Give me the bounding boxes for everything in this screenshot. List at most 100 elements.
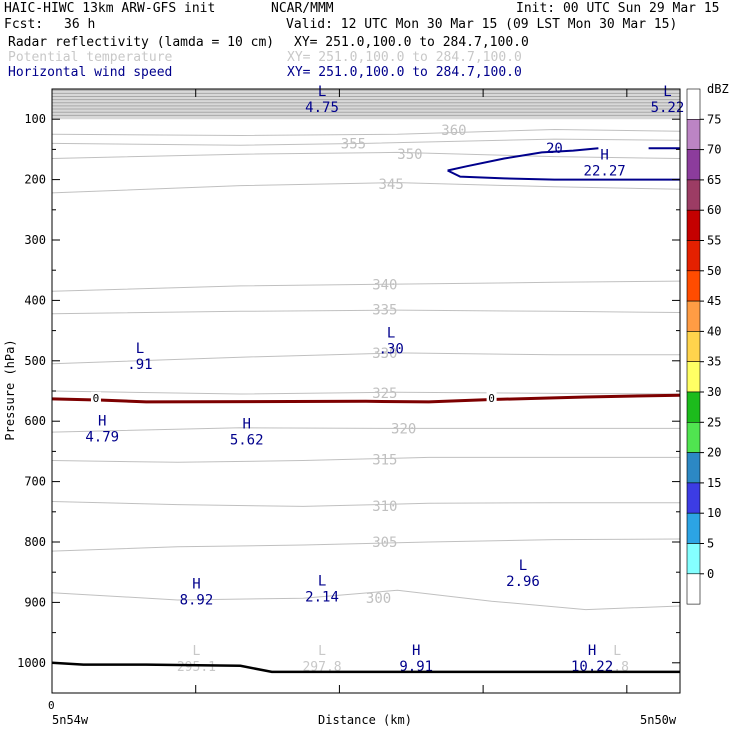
upper-isentrope-band	[52, 89, 680, 120]
colorbar-swatch	[686, 573, 701, 605]
field-xy-theta: XY= 251.0,100.0 to 284.7,100.0	[287, 50, 522, 65]
contour-label-bg	[486, 391, 497, 404]
theta-contour-310	[51, 501, 680, 507]
theta-contour-305	[51, 538, 681, 552]
wind-extremum-marker: L	[318, 84, 326, 100]
wind-extremum-marker: L	[318, 573, 326, 589]
colorbar-label: 70	[707, 143, 721, 157]
colorbar-swatch	[686, 391, 701, 423]
colorbar-label: 15	[707, 476, 721, 490]
x-axis-label: Distance (km)	[318, 713, 412, 727]
field-xy-reflectivity: XY= 251.0,100.0 to 284.7,100.0	[294, 35, 529, 50]
fcst-value: 36 h	[64, 17, 96, 32]
valid-time: Valid: 12 UTC Mon 30 Mar 15 (09 LST Mon …	[286, 17, 678, 32]
theta-extremum-value: 295.1	[177, 660, 216, 675]
theta-contour-label: 360	[441, 123, 466, 139]
init-time: Init: 00 UTC Sun 29 Mar 15	[516, 1, 720, 16]
y-tick-label: 700	[24, 475, 46, 489]
field-name-reflectivity: Radar reflectivity (lamda = 10 cm)	[8, 35, 275, 50]
theta-contour-330	[51, 352, 680, 365]
colorbar-label: 50	[707, 264, 721, 278]
y-tick-label: 200	[24, 173, 46, 187]
wind-extremum-value: .30	[378, 342, 403, 358]
colorbar-swatch	[686, 361, 701, 393]
wind-extremum-value: 8.92	[180, 592, 214, 608]
colorbar-swatch	[686, 421, 701, 453]
wind-isotach-label: 20	[546, 141, 563, 157]
colorbar-label: 60	[707, 203, 721, 217]
wind-extremum-marker: L	[663, 84, 671, 100]
colorbar-label: 0	[707, 567, 714, 581]
wind-extremum-value: 4.75	[305, 100, 339, 116]
theta-extremum-marker: L	[193, 644, 201, 659]
wind-isotach-20	[447, 147, 599, 172]
colorbar-label: 40	[707, 324, 721, 338]
colorbar-label: 10	[707, 506, 721, 520]
colorbar-label: 30	[707, 385, 721, 399]
colorbar-swatch	[686, 209, 701, 241]
theta-contour-320	[51, 427, 680, 433]
colorbar-label: 65	[707, 173, 721, 187]
fcst-label: Fcst:	[4, 17, 44, 32]
colorbar-swatch	[686, 119, 701, 150]
y-tick-label: 400	[24, 293, 46, 307]
theta-contour-label: 320	[391, 421, 416, 437]
wind-extremum-value: 2.14	[305, 589, 339, 605]
theta-contour-label: 330	[372, 346, 397, 362]
wind-extremum-marker: L	[136, 341, 144, 357]
terrain-line	[51, 661, 680, 674]
y-tick-label: 100	[24, 112, 46, 126]
wind-extremum-marker: L	[387, 326, 395, 342]
y-tick-label: 900	[24, 595, 46, 609]
colorbar-label: 20	[707, 446, 721, 460]
theta-contour-335	[51, 309, 681, 315]
colorbar-swatch	[686, 300, 701, 332]
wind-extremum-marker: H	[588, 643, 596, 659]
theta-contour-350	[51, 151, 681, 159]
colorbar-swatch	[686, 88, 701, 120]
x-start-label: 5n54w	[52, 713, 89, 727]
reflectivity-contour-label: 0	[488, 392, 495, 405]
colorbar-swatch	[686, 543, 701, 575]
colorbar-label: 75	[707, 112, 721, 126]
theta-contour-label: 305	[372, 535, 397, 551]
y-tick-label: 800	[24, 535, 46, 549]
theta-contour-label: 315	[372, 452, 397, 468]
theta-contour-label: 355	[341, 136, 366, 152]
colorbar-label: 25	[707, 415, 721, 429]
colorbar-label: 45	[707, 294, 721, 308]
theta-contour-325	[51, 390, 681, 395]
theta-contour-label: 325	[372, 386, 397, 402]
model-title: HAIC-HIWC 13km ARW-GFS init	[4, 1, 216, 16]
reflectivity-contour-label: 0	[93, 392, 100, 405]
wind-extremum-marker: H	[242, 416, 250, 432]
field-name-wind: Horizontal wind speed	[8, 65, 173, 80]
wind-isotach-20-lower	[447, 169, 680, 181]
wind-extremum-value: 4.79	[85, 429, 119, 445]
theta-extremum-marker: L	[318, 644, 326, 659]
x-zero-label: 0	[48, 699, 55, 712]
colorbar-label: 5	[707, 537, 714, 551]
y-axis-label: Pressure (hPa)	[3, 339, 17, 440]
theta-contour-label: 340	[372, 278, 397, 294]
theta-contour-label: 345	[378, 177, 403, 193]
theta-contour-label: 350	[397, 147, 422, 163]
contour-label-bg	[90, 391, 101, 404]
field-xy-wind: XY= 251.0,100.0 to 284.7,100.0	[287, 65, 522, 80]
wind-extremum-value: 22.27	[584, 164, 626, 180]
wind-extremum-marker: H	[412, 643, 420, 659]
colorbar-swatch	[686, 179, 701, 211]
theta-contour-340	[51, 280, 681, 292]
y-tick-label: 600	[24, 414, 46, 428]
wind-extremum-value: 5.22	[651, 100, 685, 116]
colorbar-label: 35	[707, 355, 721, 369]
theta-contour-label: 335	[372, 302, 397, 318]
theta-contour-315	[51, 456, 680, 463]
colorbar-swatch	[686, 149, 701, 181]
y-tick-label: 300	[24, 233, 46, 247]
theta-contour-300	[51, 589, 681, 611]
wind-extremum-marker: H	[600, 148, 608, 164]
x-end-label: 5n50w	[640, 713, 677, 727]
wind-extremum-marker: L	[519, 558, 527, 574]
